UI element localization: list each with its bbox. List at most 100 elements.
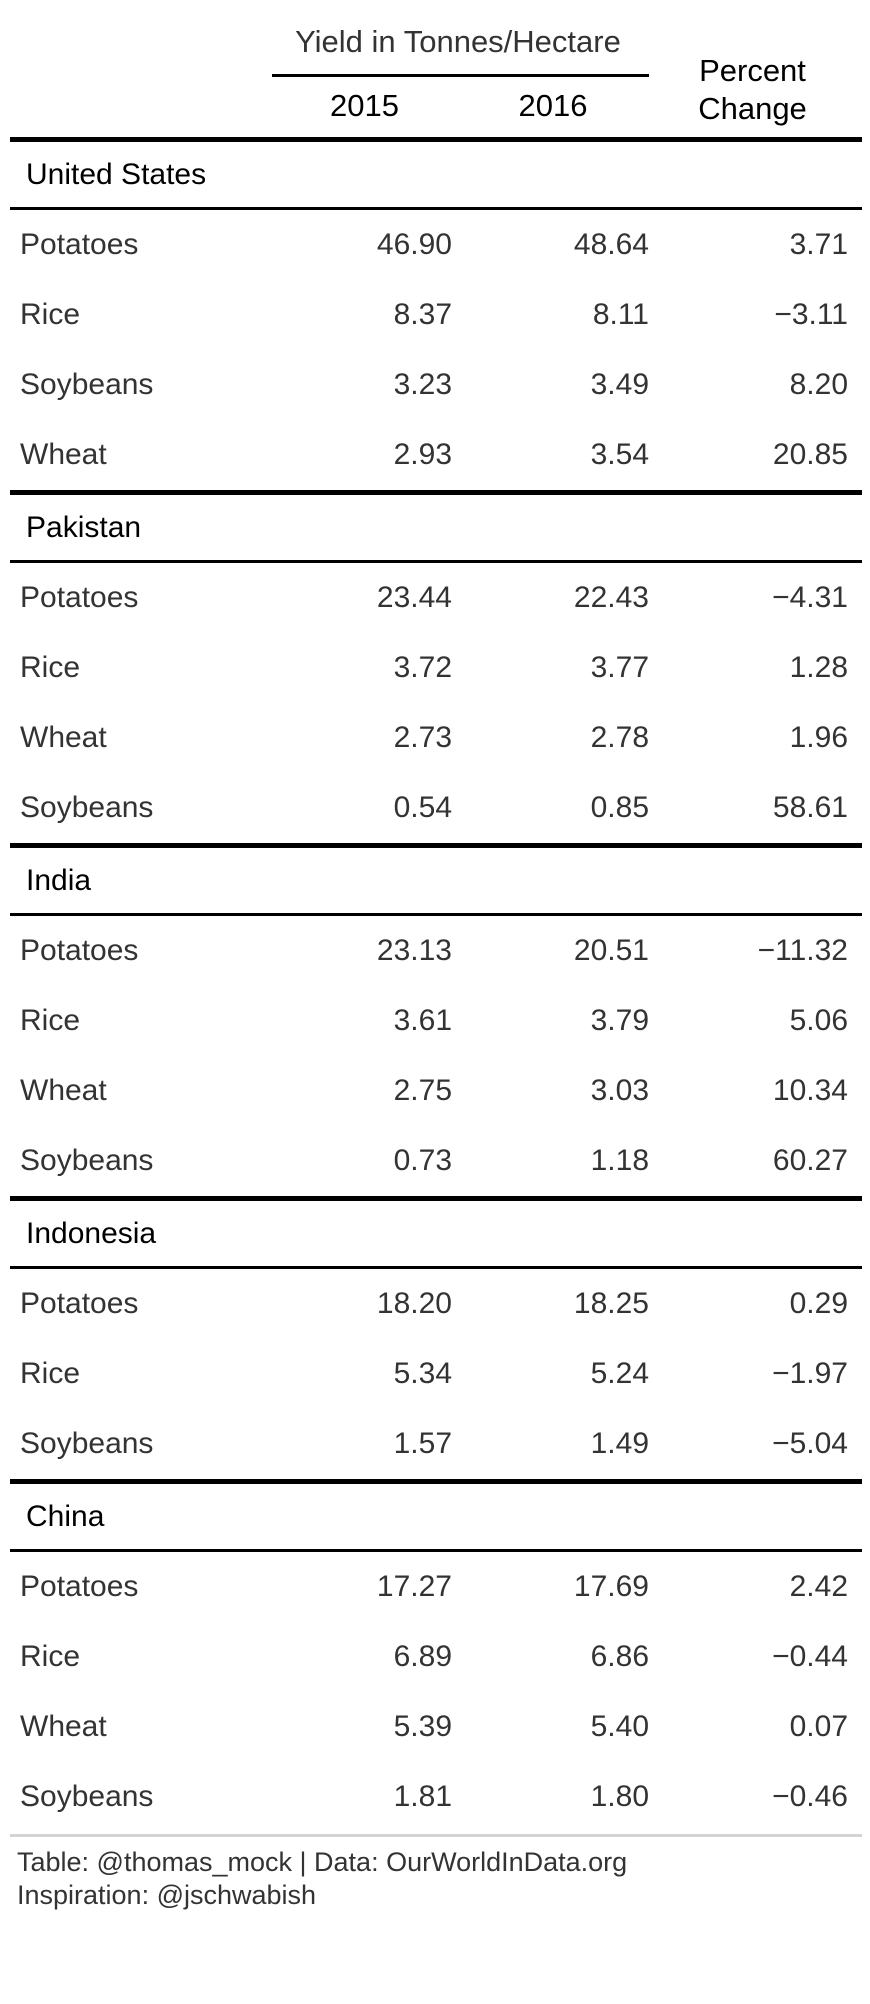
yield-2016-cell: 18.25 [573, 1287, 649, 1320]
percent-change-cell: 0.07 [789, 1710, 848, 1743]
percent-change-cell: 1.28 [789, 651, 848, 684]
table-row: Soybeans 0.54 0.85 58.61 [10, 773, 862, 843]
yield-2016-cell: 3.03 [590, 1074, 649, 1107]
column-header-2015: 2015 [330, 88, 399, 123]
yield-2015-cell: 2.75 [393, 1074, 452, 1107]
crop-cell: Soybeans [20, 1780, 154, 1813]
yield-2015-cell: 3.61 [393, 1004, 452, 1037]
yield-2015-cell: 18.20 [376, 1287, 452, 1320]
table-row: Wheat 5.39 5.40 0.07 [10, 1692, 862, 1762]
yield-2015-cell: 6.89 [393, 1640, 452, 1673]
crop-cell: Wheat [20, 721, 107, 754]
yield-2015-cell: 3.23 [393, 368, 452, 401]
percent-change-cell: 2.42 [789, 1570, 848, 1603]
yield-2015-cell: 17.27 [376, 1570, 452, 1603]
percent-change-cell: 10.34 [772, 1074, 848, 1107]
yield-2015-cell: 1.57 [393, 1427, 452, 1460]
crop-cell: Soybeans [20, 1427, 154, 1460]
crop-cell: Soybeans [20, 1144, 154, 1177]
column-header-percent-change: Percent Change [698, 53, 807, 126]
crop-cell: Potatoes [20, 581, 139, 614]
table-row: Potatoes 46.90 48.64 3.71 [10, 210, 862, 280]
yield-2016-cell: 1.49 [590, 1427, 649, 1460]
percent-change-cell: 3.71 [789, 228, 848, 261]
yield-2016-cell: 1.80 [590, 1780, 649, 1813]
table-row: Wheat 2.73 2.78 1.96 [10, 703, 862, 773]
table-row: Soybeans 3.23 3.49 8.20 [10, 350, 862, 420]
yield-2016-cell: 5.40 [590, 1710, 649, 1743]
yield-2016-cell: 48.64 [573, 228, 649, 261]
yield-2015-cell: 8.37 [393, 298, 452, 331]
yield-2016-cell: 2.78 [590, 721, 649, 754]
table-row: Potatoes 17.27 17.69 2.42 [10, 1552, 862, 1622]
row-group: China Potatoes 17.27 17.69 2.42 Rice 6.89 6.86 −… [10, 1479, 862, 1832]
group-label: India [26, 864, 92, 897]
row-group: United States Potatoes 46.90 48.64 3.71 Rice 8… [10, 142, 862, 490]
table-body: United States Potatoes 46.90 48.64 3.71 Rice 8… [10, 142, 862, 1912]
crop-cell: Rice [20, 1004, 81, 1037]
crop-cell: Rice [20, 1357, 81, 1390]
yield-2016-cell: 3.49 [590, 368, 649, 401]
table-row: Rice 3.61 3.79 5.06 [10, 986, 862, 1056]
table-row: Soybeans 1.81 1.80 −0.46 [10, 1762, 862, 1832]
yield-2016-cell: 3.79 [590, 1004, 649, 1037]
spanner-label: Yield in Tonnes/Hectare [295, 24, 621, 59]
yield-2016-cell: 22.43 [573, 581, 649, 614]
group-label: China [26, 1500, 105, 1533]
crop-cell: Potatoes [20, 228, 139, 261]
percent-change-cell: −5.04 [772, 1427, 848, 1460]
source-note-line: Table: @thomas_mock | Data: OurWorldInDa… [17, 1847, 628, 1877]
group-heading-row: India [10, 848, 862, 916]
percent-change-cell: −3.11 [774, 298, 848, 331]
yield-2015-cell: 23.13 [376, 934, 452, 967]
percent-change-cell: 8.20 [789, 368, 848, 401]
table-row: Potatoes 18.20 18.25 0.29 [10, 1269, 862, 1339]
crop-cell: Wheat [20, 438, 107, 471]
yield-2016-cell: 0.85 [590, 791, 649, 824]
yield-2015-cell: 0.73 [393, 1144, 452, 1177]
percent-change-cell: −4.31 [772, 581, 848, 614]
crop-cell: Potatoes [20, 934, 139, 967]
source-note: Table: @thomas_mock | Data: OurWorldInDa… [10, 1837, 862, 1912]
yield-2016-cell: 17.69 [573, 1570, 649, 1603]
crop-cell: Wheat [20, 1074, 107, 1107]
yield-2015-cell: 46.90 [376, 228, 452, 261]
crop-cell: Soybeans [20, 791, 154, 824]
column-header-2016: 2016 [518, 88, 588, 123]
table-row: Potatoes 23.44 22.43 −4.31 [10, 563, 862, 633]
inspiration-note-line: Inspiration: @jschwabish [17, 1880, 317, 1910]
table-row: Wheat 2.75 3.03 10.34 [10, 1056, 862, 1126]
crop-cell: Rice [20, 1640, 81, 1673]
footer-rule [10, 1834, 862, 1837]
group-heading-row: Indonesia [10, 1201, 862, 1269]
table-row: Rice 6.89 6.86 −0.44 [10, 1622, 862, 1692]
crop-cell: Potatoes [20, 1570, 139, 1603]
yield-2015-cell: 0.54 [393, 791, 452, 824]
yield-2015-cell: 5.39 [393, 1710, 452, 1743]
yield-2015-cell: 2.73 [393, 721, 452, 754]
percent-change-cell: −1.97 [772, 1357, 848, 1390]
yield-2016-cell: 1.18 [590, 1144, 649, 1177]
percent-change-cell: −11.32 [757, 934, 848, 967]
table-row: Rice 8.37 8.11 −3.11 [10, 280, 862, 350]
percent-change-cell: 60.27 [772, 1144, 848, 1177]
header-rule [10, 137, 862, 142]
percent-change-cell: −0.44 [772, 1640, 848, 1673]
crop-cell: Rice [20, 651, 81, 684]
yield-2016-cell: 20.51 [573, 934, 649, 967]
yield-2015-cell: 1.81 [393, 1780, 452, 1813]
crop-cell: Rice [20, 298, 81, 331]
yield-2015-cell: 5.34 [393, 1357, 452, 1390]
crop-cell: Soybeans [20, 368, 154, 401]
yield-2015-cell: 23.44 [376, 581, 452, 614]
group-label: Indonesia [26, 1217, 157, 1250]
crop-cell: Potatoes [20, 1287, 139, 1320]
yield-2016-cell: 5.24 [590, 1357, 649, 1390]
group-heading-row: China [10, 1484, 862, 1552]
yield-2016-cell: 8.11 [592, 298, 649, 331]
row-group: Pakistan Potatoes 23.44 22.43 −4.31 Rice 3.72 3… [10, 490, 862, 843]
percent-change-cell: 20.85 [772, 438, 848, 471]
crop-cell: Wheat [20, 1710, 107, 1743]
percent-change-cell: 5.06 [789, 1004, 848, 1037]
table-row: Rice 5.34 5.24 −1.97 [10, 1339, 862, 1409]
